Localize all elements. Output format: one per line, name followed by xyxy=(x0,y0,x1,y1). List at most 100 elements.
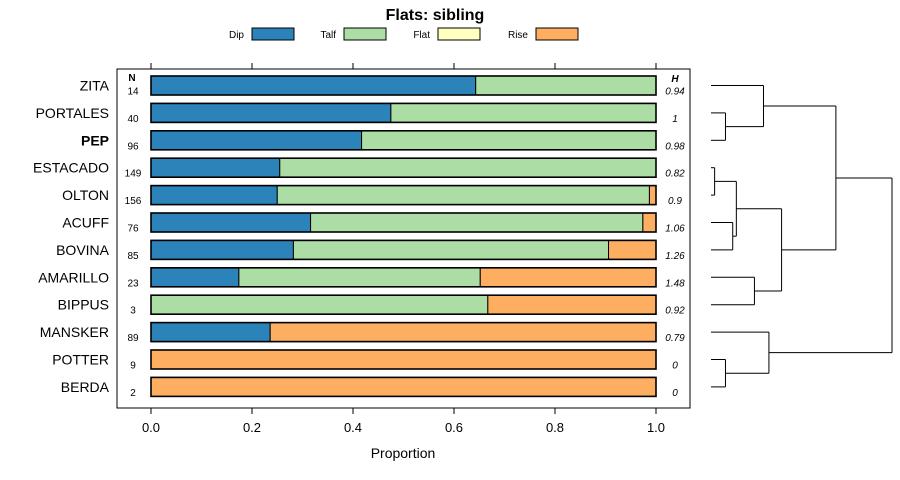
row-label: PEP xyxy=(81,132,109,148)
bar-segment-talf xyxy=(310,212,644,233)
bar-outline xyxy=(150,321,657,343)
legend-label-rise: Rise xyxy=(508,30,528,41)
bar-outline xyxy=(150,349,657,370)
bars xyxy=(150,75,657,398)
n-value: 85 xyxy=(127,251,139,262)
n-value: 156 xyxy=(125,196,142,207)
bar-segment-rise xyxy=(487,294,657,315)
h-value: 1 xyxy=(672,114,678,125)
h-value: 1.06 xyxy=(665,224,685,235)
bar-outline xyxy=(150,239,657,261)
chart-title: Flats: sibling xyxy=(386,7,485,24)
legend-label-dip: Dip xyxy=(229,30,244,41)
bar-segment-dip xyxy=(150,212,312,233)
row-label: ZITA xyxy=(80,78,110,94)
bar-segment-dip xyxy=(150,102,392,123)
plot-frame xyxy=(116,68,691,409)
legend-label-talf: Talf xyxy=(320,30,336,41)
bar-outline xyxy=(150,294,657,316)
bar-segment-dip xyxy=(150,322,271,343)
n-value: 76 xyxy=(127,224,139,235)
row-label: BOVINA xyxy=(56,242,110,258)
h-value: 1.26 xyxy=(665,251,685,262)
row-label: MANSKER xyxy=(40,324,109,340)
row-label: ACUFF xyxy=(62,215,109,231)
n-value: 14 xyxy=(127,87,139,98)
x-tick-label: 0.2 xyxy=(243,420,261,435)
legend-swatch-talf xyxy=(343,27,387,41)
bar-segment-rise xyxy=(642,212,657,233)
h-value: 0.98 xyxy=(665,141,685,152)
bar-outline xyxy=(150,157,657,178)
bar-segment-rise xyxy=(150,376,657,397)
bar-segment-talf xyxy=(279,157,657,178)
bar-segment-dip xyxy=(150,239,294,260)
n-header: N xyxy=(128,73,135,84)
bar-segment-rise xyxy=(479,267,657,288)
x-tick-label: 0.0 xyxy=(142,420,160,435)
x-tick-label: 0.8 xyxy=(546,420,564,435)
row-label: OLTON xyxy=(62,187,109,203)
bar-outline xyxy=(150,75,657,96)
legend-swatch-flat xyxy=(437,27,481,41)
row-label: POTTER xyxy=(52,352,109,368)
bar-segment-talf xyxy=(292,239,610,260)
bar-outline xyxy=(150,184,657,206)
bar-segment-rise xyxy=(648,185,657,206)
h-value: 0.82 xyxy=(665,169,685,180)
bar-segment-dip xyxy=(150,157,281,178)
x-tick-label: 0.6 xyxy=(445,420,463,435)
legend-swatch-rise xyxy=(535,27,579,41)
h-value: 0 xyxy=(672,388,678,399)
h-value: 0.94 xyxy=(665,87,685,98)
legend-swatch-dip xyxy=(251,27,295,41)
bar-segment-dip xyxy=(150,130,363,151)
row-label: BIPPUS xyxy=(58,297,109,313)
x-tick-label: 0.4 xyxy=(344,420,362,435)
bar-segment-talf xyxy=(150,294,489,315)
n-value: 23 xyxy=(127,278,139,289)
dendrogram xyxy=(711,85,893,388)
axes: 0.0 0.2 0.4 0.6 0.8 1.0 N H xyxy=(116,63,691,435)
legend: Dip Talf Flat Rise xyxy=(229,27,579,41)
bar-segment-rise xyxy=(150,349,657,370)
x-tick-label: 1.0 xyxy=(647,420,665,435)
n-value: 3 xyxy=(130,306,136,317)
h-value: 1.48 xyxy=(665,278,685,289)
bar-segment-talf xyxy=(390,102,657,123)
n-value: 2 xyxy=(130,388,136,399)
bar-segment-dip xyxy=(150,185,278,206)
h-value: 0.79 xyxy=(665,333,685,344)
bar-outline xyxy=(150,212,657,233)
bar-segment-talf xyxy=(361,130,657,151)
row-label: AMARILLO xyxy=(38,269,109,285)
bar-segment-talf xyxy=(475,75,657,96)
n-value: 149 xyxy=(125,169,142,180)
h-header: H xyxy=(671,74,679,85)
bar-segment-dip xyxy=(150,267,240,288)
row-label: BERDA xyxy=(61,379,110,395)
bar-segment-talf xyxy=(238,267,481,288)
n-labels: 14 40 96 149 156 76 85 23 3 89 9 2 xyxy=(125,87,142,399)
h-labels: 0.94 1 0.98 0.82 0.9 1.06 1.26 1.48 0.92 0.79 0 0 xyxy=(665,87,685,399)
bar-outline xyxy=(150,376,657,398)
h-value: 0 xyxy=(672,361,678,372)
n-value: 96 xyxy=(127,141,139,152)
n-value: 9 xyxy=(130,361,136,372)
h-value: 0.9 xyxy=(668,196,682,207)
row-label: ESTACADO xyxy=(33,160,109,176)
bar-segment-rise xyxy=(608,239,657,260)
x-axis-label: Proportion xyxy=(371,445,436,461)
bar-segment-dip xyxy=(150,75,477,96)
row-labels: ZITA PORTALES PEP ESTACADO OLTON ACUFF BOVINA A… xyxy=(33,78,110,395)
n-value: 40 xyxy=(127,114,139,125)
h-value: 0.92 xyxy=(665,306,685,317)
bar-outline xyxy=(150,102,657,124)
bar-outline xyxy=(150,130,657,151)
legend-label-flat: Flat xyxy=(413,30,430,41)
bar-outline xyxy=(150,266,657,288)
row-label: PORTALES xyxy=(36,105,109,121)
bar-segment-talf xyxy=(276,185,650,206)
bar-segment-rise xyxy=(269,322,657,343)
